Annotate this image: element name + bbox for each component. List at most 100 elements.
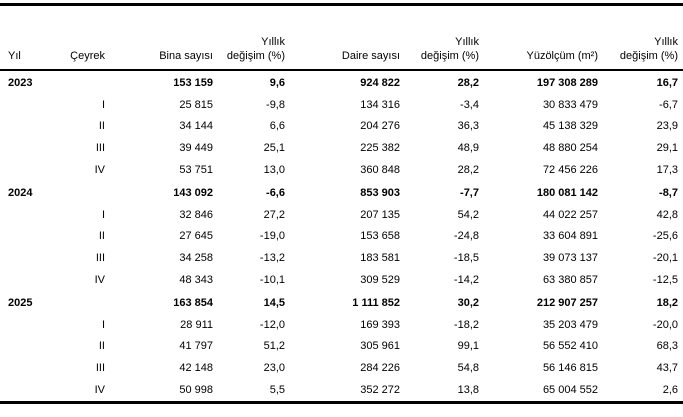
column-header-quarter: Çeyrek (70, 50, 105, 62)
building-count-cell: 163 854 (173, 297, 213, 310)
dwelling-count-cell: 1 111 852 (352, 297, 400, 310)
year-cell (0, 205, 45, 227)
year-cell (0, 248, 45, 270)
quarter-cell: IV (94, 383, 105, 396)
floor-area-cell: 44 022 257 (542, 208, 598, 221)
year-cell (0, 159, 45, 181)
dwelling-count-cell: 134 316 (360, 98, 400, 111)
year-cell (0, 379, 45, 402)
dwelling-annual-change-cell: 28,2 (457, 163, 479, 176)
building-annual-change-cell: 23,0 (263, 362, 285, 375)
column-header-floor-area: Yüzölçüm (m²) (526, 50, 598, 62)
dwelling-annual-change-cell: 99,1 (457, 340, 479, 353)
building-count-cell: 34 258 (179, 252, 213, 265)
year-cell (0, 95, 45, 117)
table-row: I 32 846 27,2 207 135 54,2 44 022 257 42… (0, 205, 683, 227)
building-count-cell: 153 159 (173, 77, 213, 90)
floor-area-annual-change-cell: 68,3 (656, 340, 678, 353)
dwelling-count-cell: 204 276 (360, 120, 400, 133)
dwelling-annual-change-cell: 13,8 (457, 383, 479, 396)
year-cell: 2023 (8, 77, 33, 90)
floor-area-cell: 56 552 410 (542, 340, 598, 353)
floor-area-annual-change-cell: 42,8 (656, 208, 678, 221)
column-header-building-annual-change: Yıllık değişim (%) (226, 36, 285, 62)
floor-area-annual-change-cell: -6,7 (659, 98, 678, 111)
column-header-building-count: Bina sayısı (159, 50, 213, 62)
column-header-floor-area-annual-change: Yıllık değişim (%) (619, 36, 678, 62)
dwelling-annual-change-cell: -18,5 (453, 252, 479, 265)
table-row: I 28 911 -12,0 169 393 -18,2 35 203 479 … (0, 315, 683, 337)
building-annual-change-cell: 9,6 (269, 77, 285, 90)
floor-area-annual-change-cell: -12,5 (652, 273, 678, 286)
building-count-cell: 27 645 (179, 230, 213, 243)
header-row: Yıl Çeyrek Bina sayısı Yıllık değişim (%… (0, 5, 683, 71)
floor-area-annual-change-cell: 29,1 (656, 142, 678, 155)
floor-area-annual-change-cell: 2,6 (662, 383, 678, 396)
dwelling-annual-change-cell: 28,2 (457, 77, 479, 90)
quarter-cell: II (98, 120, 105, 133)
floor-area-annual-change-cell: -20,0 (652, 318, 678, 331)
dwelling-count-cell: 169 393 (360, 318, 400, 331)
building-annual-change-cell: 27,2 (263, 208, 285, 221)
floor-area-annual-change-cell: 16,7 (656, 77, 678, 90)
floor-area-cell: 65 004 552 (542, 383, 598, 396)
floor-area-cell: 63 380 857 (542, 273, 598, 286)
table-row: II 34 144 6,6 204 276 36,3 45 138 329 23… (0, 116, 683, 138)
table-row: 2024 143 092 -6,6 853 903 -7,7 180 081 1… (0, 181, 683, 205)
building-annual-change-cell: 6,6 (269, 120, 285, 133)
quarter-cell: II (98, 230, 105, 243)
building-annual-change-cell: -10,1 (259, 273, 285, 286)
floor-area-cell: 45 138 329 (542, 120, 598, 133)
table-header: Yıl Çeyrek Bina sayısı Yıllık değişim (%… (0, 5, 683, 71)
floor-area-cell: 39 073 137 (542, 252, 598, 265)
dwelling-annual-change-cell: -14,2 (453, 273, 479, 286)
dwelling-annual-change-cell: -18,2 (453, 318, 479, 331)
floor-area-cell: 35 203 479 (542, 318, 598, 331)
year-cell (0, 269, 45, 291)
dwelling-annual-change-cell: 54,2 (457, 208, 479, 221)
building-permits-table: Yıl Çeyrek Bina sayısı Yıllık değişim (%… (0, 3, 683, 404)
table-row: I 25 815 -9,8 134 316 -3,4 30 833 479 -6… (0, 95, 683, 117)
floor-area-cell: 56 146 815 (542, 362, 598, 375)
quarter-cell (45, 181, 105, 205)
table-row: IV 53 751 13,0 360 848 28,2 72 456 226 1… (0, 159, 683, 181)
building-annual-change-cell: -12,0 (259, 318, 285, 331)
floor-area-annual-change-cell: 23,9 (656, 120, 678, 133)
floor-area-annual-change-cell: 43,7 (656, 362, 678, 375)
table-row: 2025 163 854 14,5 1 111 852 30,2 212 907… (0, 291, 683, 315)
dwelling-count-cell: 225 382 (360, 142, 400, 155)
table-row: III 42 148 23,0 284 226 54,8 56 146 815 … (0, 358, 683, 380)
floor-area-annual-change-cell: -8,7 (659, 187, 678, 200)
floor-area-annual-change-cell: 18,2 (656, 297, 678, 310)
quarter-cell: III (95, 142, 105, 155)
building-annual-change-cell: 51,2 (263, 340, 285, 353)
building-count-cell: 143 092 (173, 187, 213, 200)
building-annual-change-cell: 14,5 (263, 297, 285, 310)
building-count-cell: 34 144 (179, 120, 213, 133)
year-cell (0, 138, 45, 160)
building-annual-change-cell: 25,1 (263, 142, 285, 155)
dwelling-annual-change-cell: 30,2 (457, 297, 479, 310)
table-row: IV 48 343 -10,1 309 529 -14,2 63 380 857… (0, 269, 683, 291)
dwelling-annual-change-cell: 36,3 (457, 120, 479, 133)
year-cell (0, 336, 45, 358)
year-cell: 2025 (8, 297, 33, 310)
floor-area-cell: 48 880 254 (542, 142, 598, 155)
dwelling-annual-change-cell: 54,8 (457, 362, 479, 375)
year-cell (0, 358, 45, 380)
dwelling-count-cell: 352 272 (360, 383, 400, 396)
dwelling-count-cell: 207 135 (360, 208, 400, 221)
table-row: IV 50 998 5,5 352 272 13,8 65 004 552 2,… (0, 379, 683, 402)
dwelling-annual-change-cell: -7,7 (460, 187, 479, 200)
building-count-cell: 25 815 (179, 98, 213, 111)
quarter-cell (45, 291, 105, 315)
building-count-cell: 39 449 (179, 142, 213, 155)
building-count-cell: 28 911 (180, 318, 213, 331)
table-row: II 27 645 -19,0 153 658 -24,8 33 604 891… (0, 226, 683, 248)
floor-area-cell: 33 604 891 (542, 230, 598, 243)
building-count-cell: 32 846 (179, 208, 213, 221)
table-row: II 41 797 51,2 305 961 99,1 56 552 410 6… (0, 336, 683, 358)
column-header-dwelling-annual-change: Yıllık değişim (%) (420, 36, 479, 62)
building-count-cell: 50 998 (179, 383, 213, 396)
